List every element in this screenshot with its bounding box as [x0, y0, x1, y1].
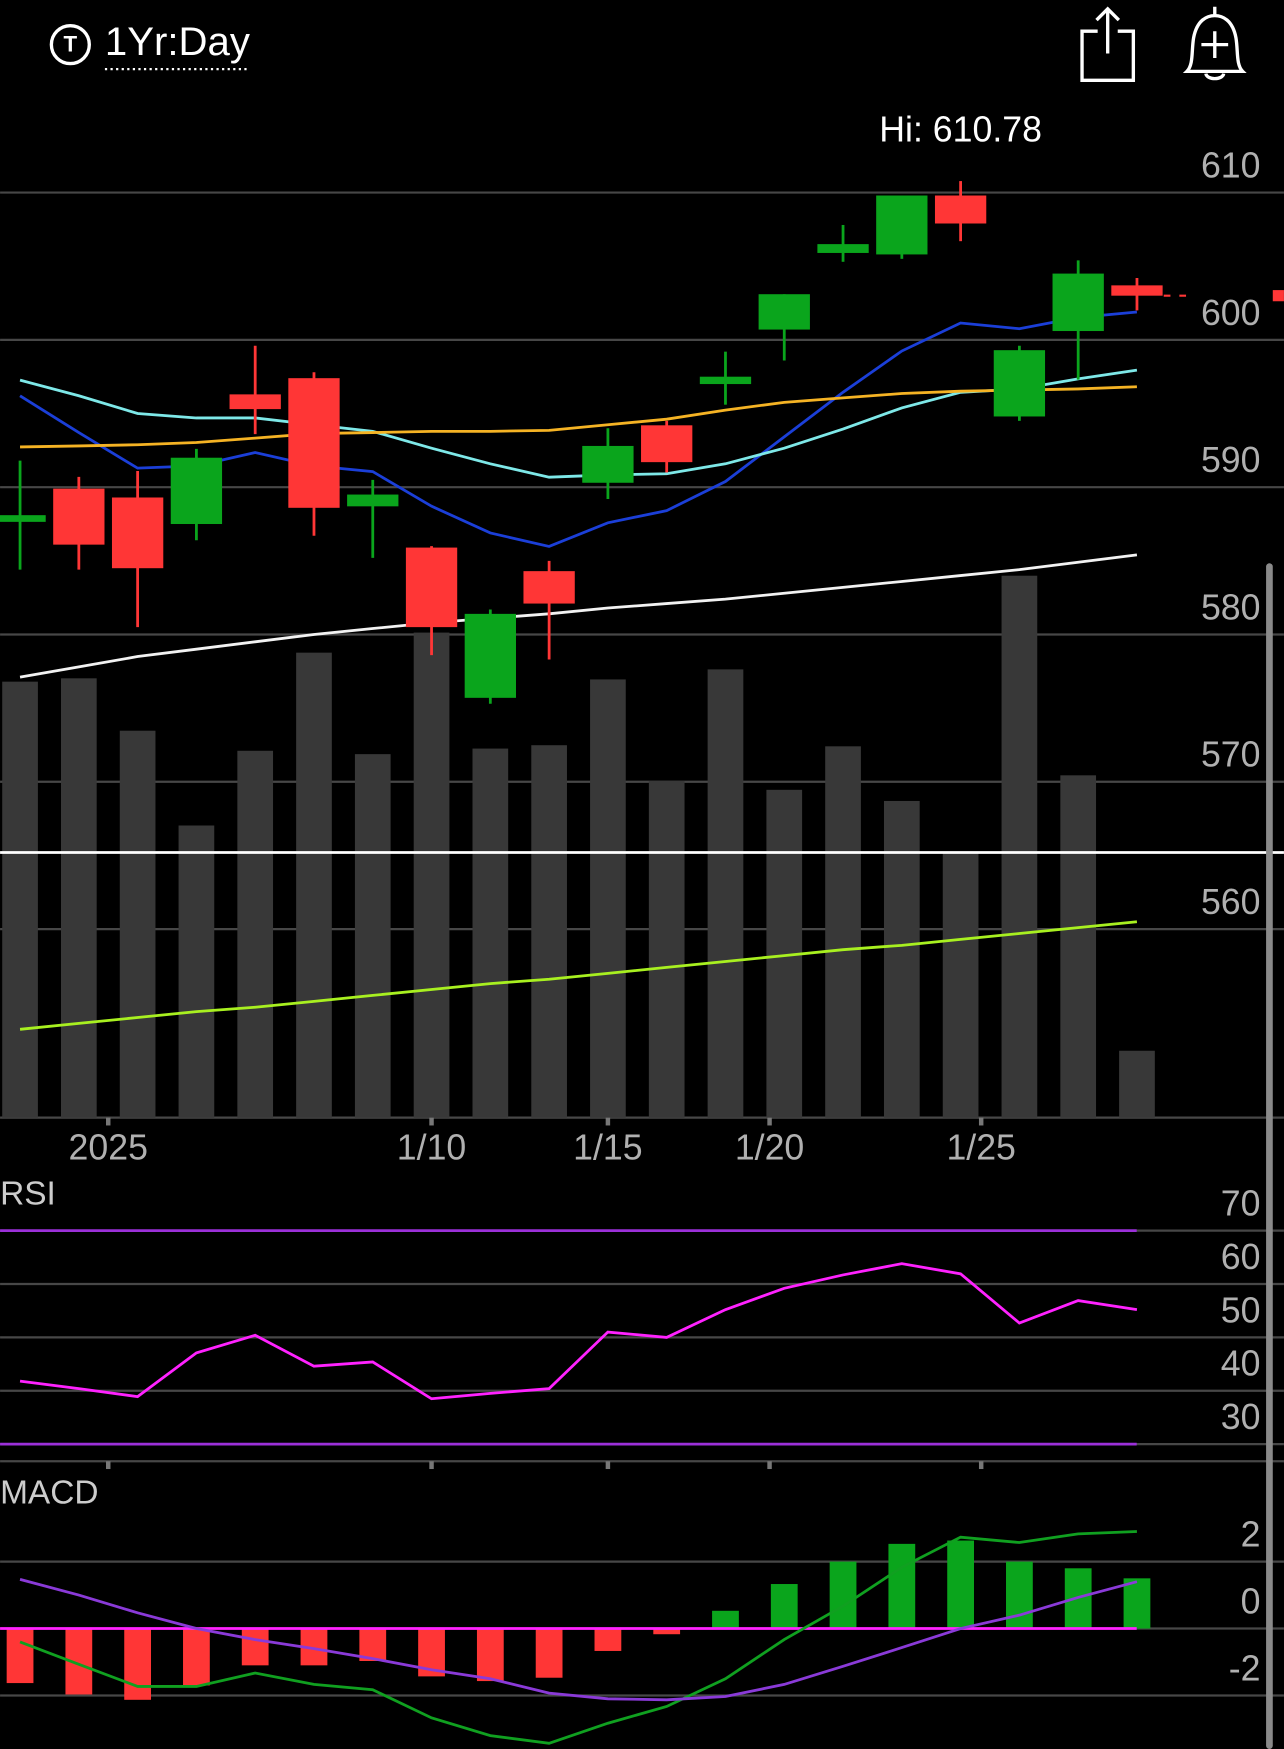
share-button[interactable] — [1080, 6, 1136, 82]
candle-body — [229, 394, 281, 410]
candle-body — [934, 195, 987, 224]
histogram-bar — [653, 1628, 681, 1635]
range-selector[interactable]: 1Yr:Day — [105, 19, 250, 64]
volume-bar — [1060, 775, 1097, 1118]
volume-bar — [237, 750, 274, 1118]
alert-button[interactable] — [1182, 6, 1247, 81]
candle-body — [993, 350, 1046, 417]
candle-body — [53, 488, 105, 545]
volume-bar — [1001, 575, 1038, 1118]
y-tick-label: 600 — [1201, 293, 1261, 333]
indicator-line — [19, 920, 1138, 1031]
panel-title: RSI — [0, 1176, 56, 1213]
x-tick-label: 1/25 — [946, 1127, 1015, 1167]
histogram-bar — [124, 1628, 152, 1700]
histogram-bar — [6, 1628, 34, 1684]
y-tick-label: 40 — [1221, 1344, 1261, 1384]
histogram-bar — [594, 1628, 622, 1651]
volume-bar — [413, 632, 450, 1118]
volume-bar — [60, 678, 97, 1118]
volume-bar — [825, 746, 861, 1118]
histogram-bar — [183, 1628, 210, 1686]
candle-body — [582, 445, 634, 483]
indicator-line — [19, 1262, 1138, 1401]
histogram-bar — [1123, 1578, 1151, 1629]
x-tick-label: 1/15 — [573, 1127, 642, 1167]
volume-bar — [472, 748, 509, 1118]
x-tick-label: 1/20 — [735, 1127, 804, 1167]
volume-bar — [590, 679, 626, 1118]
indicator-line — [19, 553, 1138, 679]
panel-title: MACD — [0, 1475, 98, 1512]
volume-bar — [531, 745, 567, 1118]
volume-bar — [354, 754, 391, 1118]
volume-bar — [648, 780, 685, 1118]
volume-bar — [1119, 1050, 1155, 1118]
y-tick-label: 2 — [1241, 1514, 1261, 1554]
y-tick-label: 70 — [1221, 1184, 1261, 1224]
volume-bar — [296, 652, 332, 1118]
candle-body — [817, 244, 869, 253]
candle-body — [111, 497, 164, 569]
indicator-line — [19, 368, 1138, 479]
histogram-bar — [476, 1628, 504, 1682]
candle-body — [347, 494, 399, 507]
y-tick-label: 590 — [1201, 440, 1261, 480]
volume-bar — [178, 825, 215, 1118]
histogram-bar — [535, 1628, 563, 1678]
candle-body — [405, 547, 458, 628]
x-tick-label: 1/10 — [397, 1127, 466, 1167]
candle-body — [758, 294, 810, 330]
indicator-line — [19, 1577, 1138, 1702]
candle-body — [641, 425, 693, 463]
indicator-line — [20, 385, 1137, 449]
candle-body — [876, 195, 928, 255]
volume-bar — [883, 800, 920, 1118]
candle-body — [0, 515, 46, 522]
y-tick-label: 0 — [1241, 1581, 1261, 1621]
y-tick-label: -2 — [1229, 1648, 1261, 1688]
indicator-line — [19, 1530, 1137, 1745]
histogram-bar — [947, 1540, 974, 1629]
ticker-icon[interactable] — [49, 23, 91, 66]
y-tick-label: 50 — [1221, 1290, 1261, 1330]
volume-bar — [942, 853, 979, 1118]
ticker-icon-letter: T — [64, 32, 78, 57]
candle-body — [523, 571, 575, 604]
y-tick-label: 610 — [1201, 145, 1261, 185]
candle-body — [699, 376, 752, 385]
x-tick-label: 2025 — [69, 1127, 148, 1167]
volume-bar — [2, 681, 38, 1118]
candle-body — [1111, 285, 1163, 296]
histogram-bar — [888, 1543, 916, 1629]
volume-bar — [119, 730, 156, 1118]
y-tick-label: 60 — [1221, 1237, 1261, 1277]
high-annotation: Hi: 610.78 — [879, 109, 1042, 149]
volume-bar — [707, 669, 744, 1118]
last-price-marker — [1272, 290, 1284, 302]
header: T 1Yr:Day — [49, 6, 1247, 82]
candle-body — [464, 613, 516, 698]
y-tick-label: 560 — [1201, 882, 1261, 922]
candle-body — [288, 378, 340, 508]
y-tick-label: 570 — [1201, 735, 1261, 775]
histogram-bar — [712, 1610, 739, 1629]
y-tick-label: 30 — [1221, 1397, 1261, 1437]
candle-body — [170, 457, 223, 525]
candle-body — [1052, 273, 1104, 332]
histogram-bar — [359, 1628, 387, 1661]
histogram-bar — [770, 1584, 798, 1629]
histogram-bar — [829, 1561, 857, 1629]
histogram-bar — [241, 1628, 269, 1666]
scrollbar[interactable] — [1266, 563, 1273, 1749]
y-tick-label: 580 — [1201, 587, 1261, 627]
